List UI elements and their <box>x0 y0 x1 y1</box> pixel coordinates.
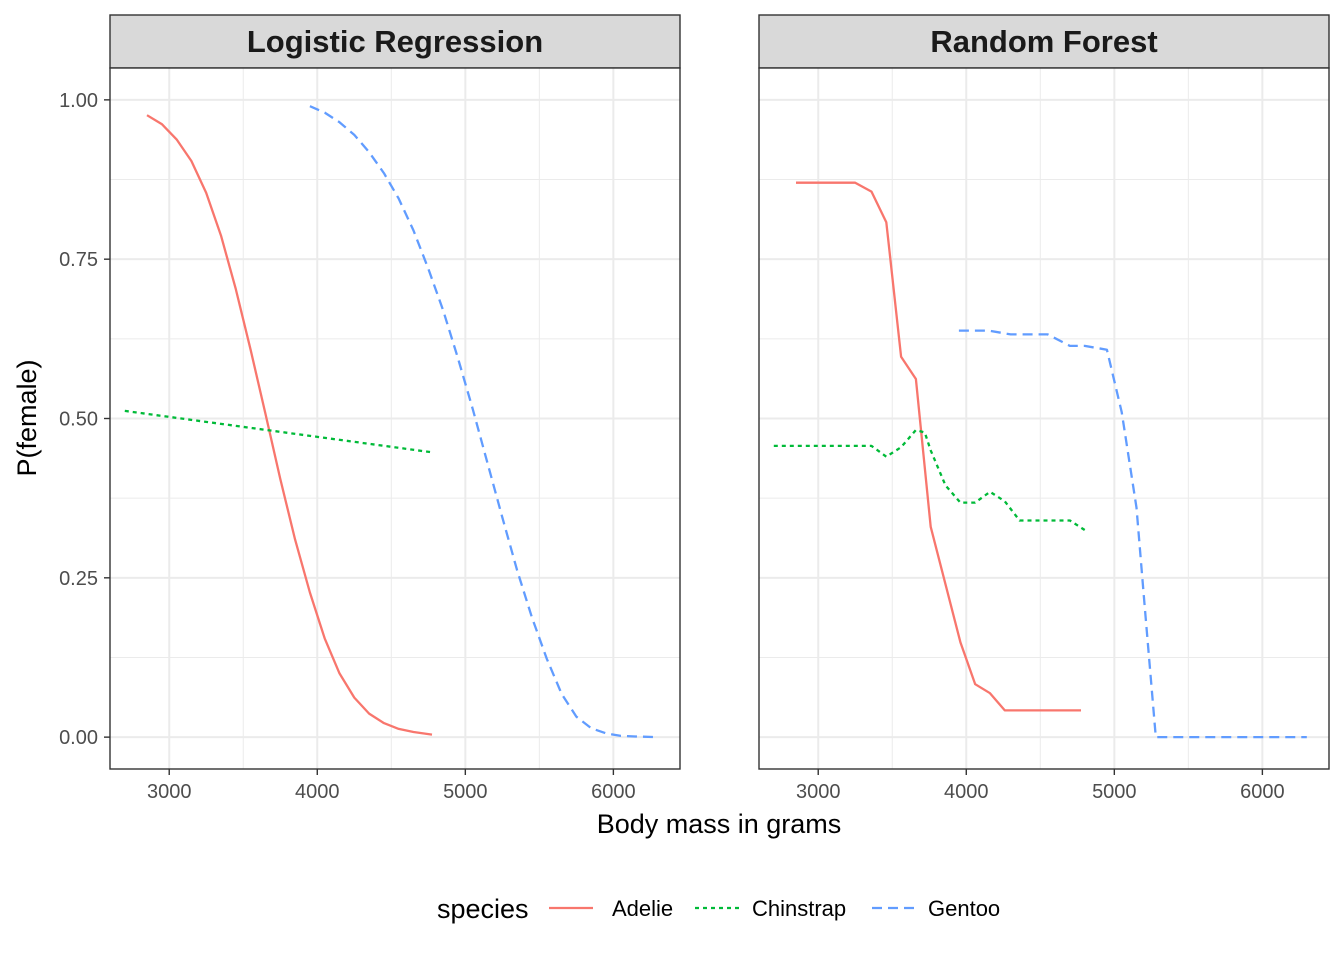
x-tick-label: 6000 <box>591 781 636 803</box>
panel-title: Logistic Regression <box>247 24 543 59</box>
x-tick-label: 4000 <box>295 781 340 803</box>
y-tick-label: 0.25 <box>59 568 98 590</box>
gridlines <box>759 68 1329 769</box>
panel-strip <box>109 14 681 69</box>
legend-label-gentoo: Gentoo <box>928 896 1000 921</box>
series-line-gentoo <box>309 105 658 739</box>
legend: species Adelie Chinstrap Gentoo <box>437 894 1000 924</box>
panel-random-forest: Random Forest 3000 4000 5000 6000 <box>758 14 1330 803</box>
x-tick-label: 5000 <box>1092 781 1137 803</box>
x-tick-label: 3000 <box>796 781 841 803</box>
legend-label-adelie: Adelie <box>612 896 673 921</box>
x-tick-label: 5000 <box>443 781 488 803</box>
series-line-adelie <box>146 114 433 736</box>
series-line-chinstrap <box>124 409 433 454</box>
panel-title: Random Forest <box>930 24 1157 59</box>
y-axis-title: P(female) <box>12 359 42 476</box>
y-tick-label: 0.00 <box>59 727 98 749</box>
series-line-gentoo <box>958 329 1307 739</box>
legend-items: Adelie Chinstrap Gentoo <box>549 896 1000 921</box>
series-line-adelie <box>796 181 1081 712</box>
x-axis: 3000 4000 5000 6000 <box>147 769 636 803</box>
x-tick-label: 6000 <box>1240 781 1285 803</box>
y-tick-label: 0.50 <box>59 409 98 431</box>
series-line-chinstrap <box>773 428 1086 531</box>
x-axis-title: Body mass in grams <box>597 809 842 839</box>
x-tick-label: 4000 <box>944 781 989 803</box>
x-tick-label: 3000 <box>147 781 192 803</box>
gridlines <box>110 68 680 769</box>
series-lines <box>773 181 1307 739</box>
legend-title: species <box>437 894 529 924</box>
y-tick-label: 0.75 <box>59 249 98 271</box>
y-axis: 0.00 0.25 0.50 0.75 1.00 <box>59 90 110 749</box>
panel-border <box>758 67 1330 770</box>
legend-label-chinstrap: Chinstrap <box>752 896 846 921</box>
y-tick-label: 1.00 <box>59 90 98 112</box>
panel-strip <box>758 14 1330 69</box>
x-axis: 3000 4000 5000 6000 <box>796 769 1285 803</box>
panel-logistic-regression: Logistic Regression 3000 4000 5000 6000 0.0… <box>59 14 681 803</box>
series-lines <box>124 105 658 739</box>
